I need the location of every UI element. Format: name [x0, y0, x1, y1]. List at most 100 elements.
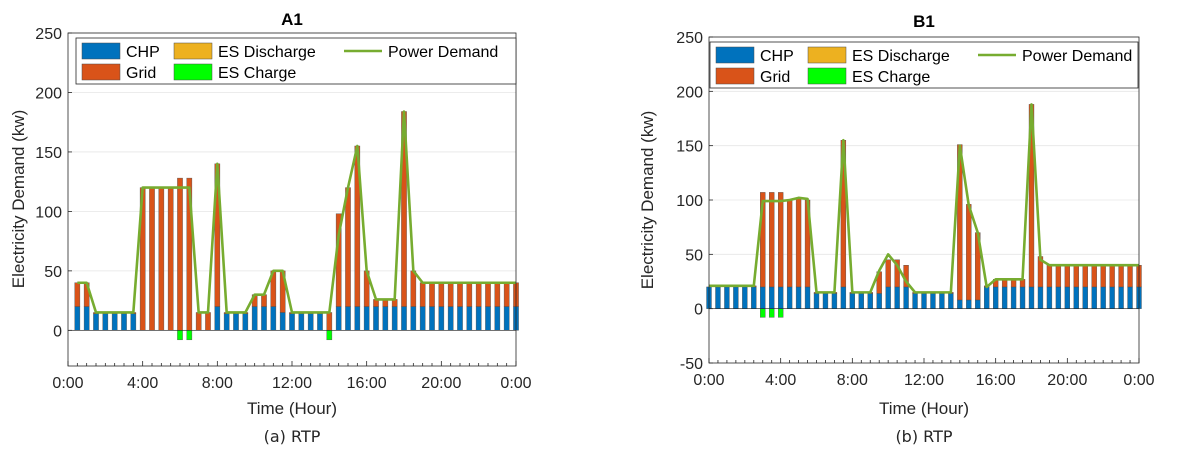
bar-b1-grid-38 — [1046, 265, 1053, 288]
bar-a1-chp-5 — [121, 313, 127, 331]
legend-swatch-b1-es-discharge — [807, 46, 847, 64]
bar-a1-grid-40 — [447, 282, 454, 307]
legend-label-b1-es-charge: ES Charge — [852, 69, 930, 86]
bar-b1-chp-13 — [822, 293, 829, 309]
bar-b1-grid-7 — [769, 192, 775, 288]
legend-swatch-b1-es-charge — [807, 67, 847, 85]
bar-a1-chp-26 — [317, 313, 323, 331]
bar-a1-grid-29 — [345, 187, 351, 307]
y-axis-label-b1: Electricity Demand (kw) — [638, 111, 657, 290]
bar-a1-grid-44 — [485, 282, 491, 307]
bar-b1-chp-14 — [831, 293, 838, 309]
x-tick-label-a1-3: 12:00 — [272, 375, 312, 392]
bar-b1-chp-43 — [1091, 286, 1097, 309]
bar-b1-chp-29 — [966, 299, 972, 309]
axes-a1: 0 50 100 150 200 250 0:00 4:00 8:00 12:00 16:00 20:… — [35, 26, 531, 392]
bar-a1-chp-29 — [345, 306, 351, 331]
legend-label-a1-grid: Grid — [126, 65, 156, 82]
bar-b1-chp-46 — [1118, 286, 1124, 309]
bar-a1-chp-30 — [354, 306, 361, 331]
bar-a1-grid-9 — [158, 187, 165, 331]
bar-b1-chp-17 — [858, 293, 864, 309]
legend-swatch-a1-es-charge — [173, 63, 213, 81]
x-tick-label-a1-1: 4:00 — [127, 375, 158, 392]
legend-box-b1 — [709, 41, 1139, 89]
bar-a1-grid-0 — [74, 282, 81, 307]
bar-a1-chp-23 — [289, 313, 295, 331]
x-axis-label-b1: Time (Hour) — [879, 399, 969, 418]
bar-b1-chp-11 — [804, 286, 811, 309]
bar-a1-chp-18 — [242, 313, 249, 331]
bar-b1-grid-10 — [795, 197, 802, 288]
legend-label-a1-es-charge: ES Charge — [218, 65, 296, 82]
bar-b1-chp-20 — [885, 286, 891, 309]
bar-b1-chp-16 — [849, 293, 855, 309]
bar-b1-chp-5 — [751, 286, 757, 309]
x-tick-label-a1-4: 16:00 — [347, 375, 387, 392]
legend-label-b1-power-demand: Power Demand — [1022, 48, 1132, 65]
legend-swatch-b1-grid — [715, 67, 755, 85]
bar-b1-chp-19 — [876, 293, 882, 309]
x-tick-label-b1-3: 12:00 — [904, 372, 944, 389]
x-tick-label-b1-4: 16:00 — [976, 372, 1016, 389]
demand-line-b1 — [709, 103, 1139, 294]
legend-swatch-a1-grid — [81, 63, 121, 81]
bar-b1-grid-45 — [1109, 265, 1115, 288]
bar-b1-chp-3 — [733, 286, 739, 309]
bar-b1-chp-22 — [903, 286, 909, 309]
y-tick-label-a1-3: 150 — [35, 145, 62, 162]
legend-b1: CHP Grid ES Discharge ES Charge Power Demand — [709, 41, 1139, 89]
bar-b1-chp-38 — [1046, 286, 1053, 309]
bar-b1-chp-4 — [742, 286, 748, 309]
y-tick-label-b1-6: 250 — [676, 30, 703, 47]
legend-label-a1-power-demand: Power Demand — [388, 44, 498, 61]
bar-a1-chp-25 — [307, 313, 314, 331]
bar-b1-grid-46 — [1118, 265, 1124, 288]
bar-a1-chp-22 — [279, 312, 286, 331]
bar-b1-es-charge-7 — [769, 308, 775, 318]
bar-a1-chp-46 — [503, 306, 510, 331]
bar-a1-grid-43 — [475, 282, 482, 307]
bar-b1-chp-24 — [921, 293, 927, 309]
bar-b1-grid-9 — [786, 199, 793, 288]
legend-label-a1-chp: CHP — [126, 44, 160, 61]
bar-a1-grid-14 — [205, 312, 211, 331]
chart-title-b1: B1 — [913, 12, 935, 31]
bar-a1-es-charge-27 — [326, 330, 333, 341]
bar-a1-grid-38 — [429, 282, 435, 307]
bar-b1-chp-18 — [867, 293, 873, 309]
series-line-b1-power-demand — [709, 103, 1139, 294]
x-tick-label-b1-5: 20:00 — [1047, 372, 1087, 389]
bar-a1-chp-41 — [457, 306, 463, 331]
bar-b1-chp-25 — [930, 293, 936, 309]
axes-b1: -50 0 50 100 150 200 250 0:00 4:00 8:00 12:00 16:00… — [676, 30, 1154, 389]
legend-a1: CHP Grid ES Discharge ES Charge Power Demand — [75, 37, 517, 85]
bar-a1-chp-0 — [74, 306, 81, 331]
bar-a1-grid-39 — [438, 282, 445, 307]
bar-a1-chp-1 — [83, 306, 90, 331]
bar-a1-chp-39 — [438, 306, 445, 331]
bar-a1-grid-41 — [457, 282, 463, 307]
bar-a1-grid-11 — [177, 177, 183, 331]
bar-b1-chp-1 — [715, 286, 721, 309]
bar-a1-es-charge-12 — [186, 330, 193, 341]
y-tick-label-a1-1: 50 — [44, 264, 62, 281]
bar-b1-chp-2 — [724, 286, 730, 309]
bar-b1-grid-41 — [1073, 265, 1079, 288]
bar-b1-chp-21 — [894, 286, 900, 309]
x-tick-label-b1-1: 4:00 — [765, 372, 796, 389]
bar-b1-chp-32 — [993, 286, 999, 309]
bar-b1-chp-28 — [957, 299, 963, 309]
y-tick-label-b1-3: 100 — [676, 193, 703, 210]
bar-b1-grid-40 — [1064, 265, 1070, 288]
bar-a1-grid-10 — [167, 187, 174, 331]
x-tick-label-a1-0: 0:00 — [52, 375, 83, 392]
y-tick-label-a1-4: 200 — [35, 85, 62, 102]
bar-a1-chp-44 — [485, 306, 491, 331]
bar-b1-chp-45 — [1109, 286, 1115, 309]
bar-a1-grid-27 — [326, 312, 333, 331]
legend-swatch-a1-es-discharge — [173, 42, 213, 60]
bar-a1-chp-17 — [233, 313, 239, 331]
x-tick-label-b1-6: 0:00 — [1123, 372, 1154, 389]
